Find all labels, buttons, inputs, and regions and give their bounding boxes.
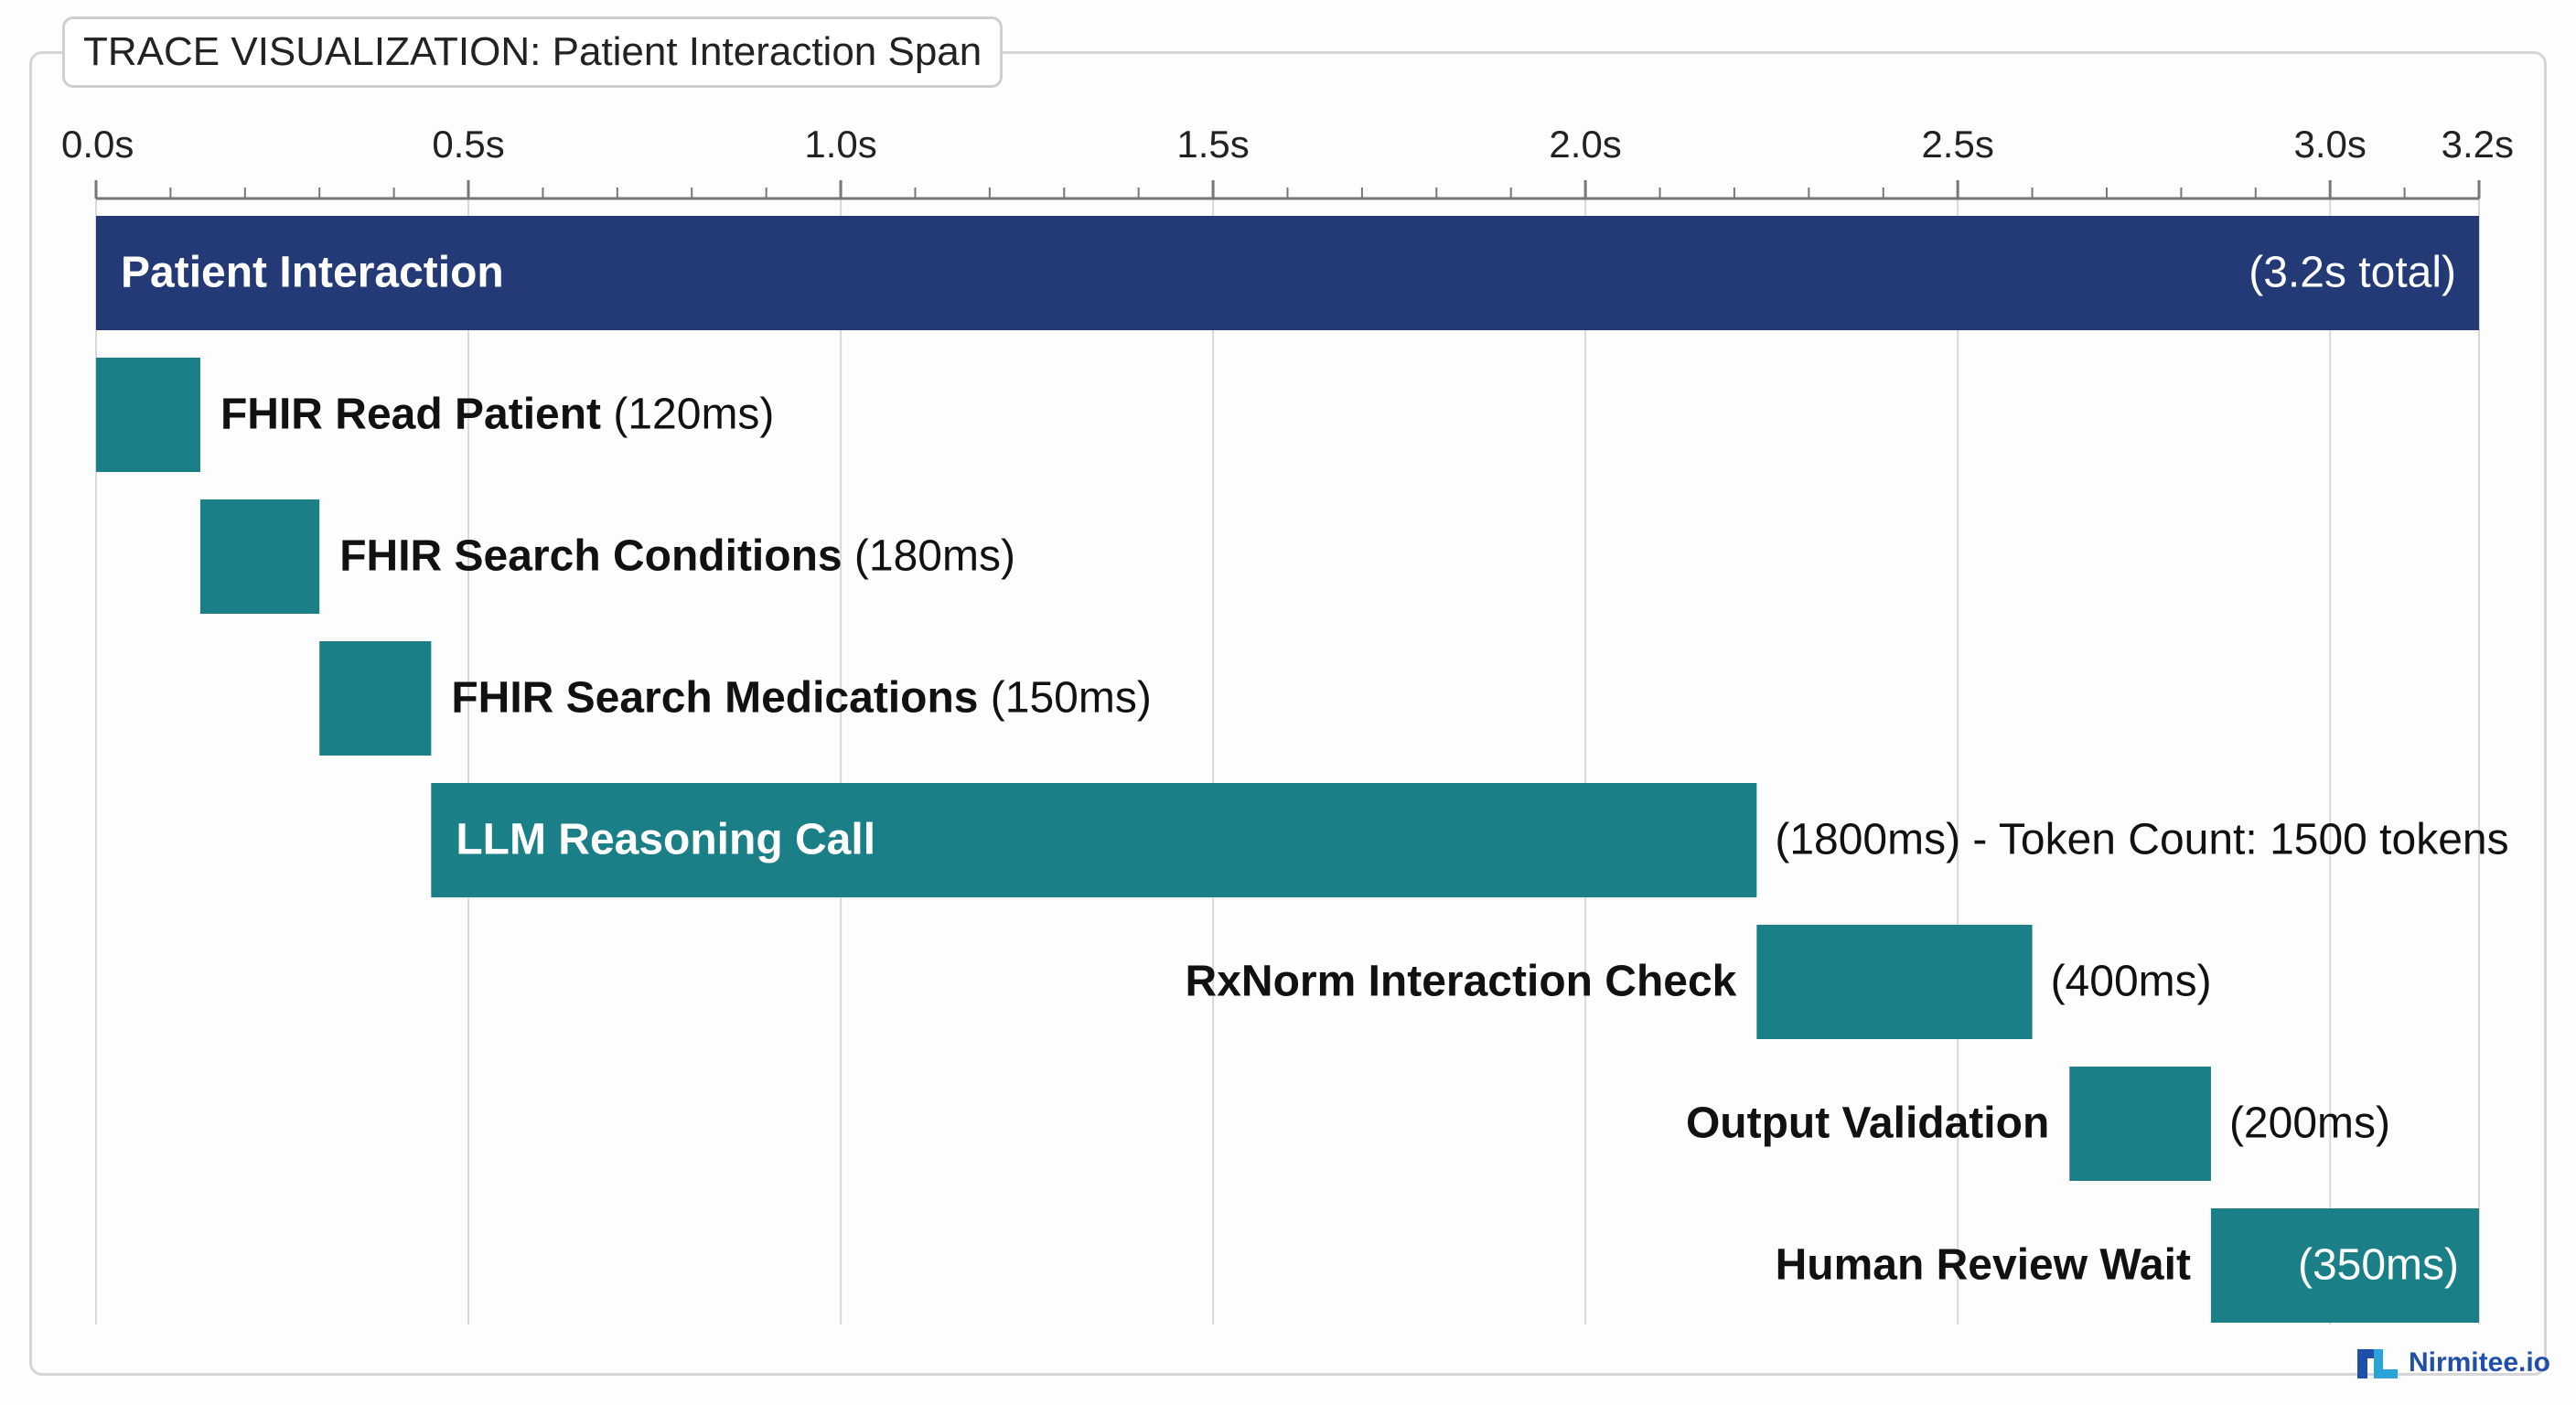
x-tick-label: 2.0s — [1549, 123, 1621, 166]
span-bar — [96, 358, 200, 472]
span-label: FHIR Read Patient (120ms) — [220, 391, 774, 439]
span-duration-label: (150ms) — [978, 674, 1151, 723]
span-name-label: LLM Reasoning Call — [456, 816, 875, 864]
chart-title: TRACE VISUALIZATION: Patient Interaction… — [83, 29, 982, 74]
x-tick-label: 3.0s — [2293, 123, 2366, 166]
x-tick-label: 0.0s — [61, 123, 134, 166]
chart-title-box: TRACE VISUALIZATION: Patient Interaction… — [62, 16, 1004, 88]
span-bar — [431, 783, 1757, 897]
span-bar — [319, 641, 432, 756]
span-bar — [1756, 925, 2033, 1039]
span-name-label: Human Review Wait — [1776, 1241, 2191, 1290]
x-tick-label: 2.5s — [1921, 123, 1993, 166]
span-name-label: Output Validation — [1686, 1099, 2049, 1148]
brand: Nirmitee.io — [2356, 1343, 2550, 1383]
x-tick-label: 0.5s — [432, 123, 504, 166]
span-name-label: Patient Interaction — [121, 249, 504, 297]
brand-name: Nirmitee.io — [2408, 1347, 2550, 1378]
span-duration-label: (400ms) — [2051, 958, 2212, 1006]
span-name-label: RxNorm Interaction Check — [1186, 958, 1737, 1006]
span-name-label: FHIR Read Patient — [220, 391, 601, 439]
span-bar — [2069, 1067, 2211, 1181]
span-bar — [2210, 1208, 2479, 1323]
span-duration-label: (180ms) — [843, 532, 1015, 581]
x-tick-label: 1.0s — [804, 123, 876, 166]
nirmitee-logo-icon — [2356, 1349, 2398, 1378]
span-name-label: FHIR Search Medications — [451, 674, 978, 723]
span-bar — [199, 499, 320, 614]
span-duration-label: (1800ms) - Token Count: 1500 tokens — [1775, 816, 2508, 864]
span-duration-label: (3.2s total) — [2249, 249, 2456, 297]
span-name-label: FHIR Search Conditions — [339, 532, 842, 581]
x-tick-label: 1.5s — [1176, 123, 1249, 166]
span-duration-label: (120ms) — [601, 391, 774, 439]
span-label: FHIR Search Medications (150ms) — [451, 674, 1152, 723]
span-duration-label: (200ms) — [2229, 1099, 2390, 1148]
span-duration-label: (350ms) — [2298, 1241, 2459, 1290]
span-bar — [96, 216, 2479, 330]
x-tick-label: 3.2s — [2442, 123, 2514, 166]
span-label: FHIR Search Conditions (180ms) — [339, 532, 1015, 581]
